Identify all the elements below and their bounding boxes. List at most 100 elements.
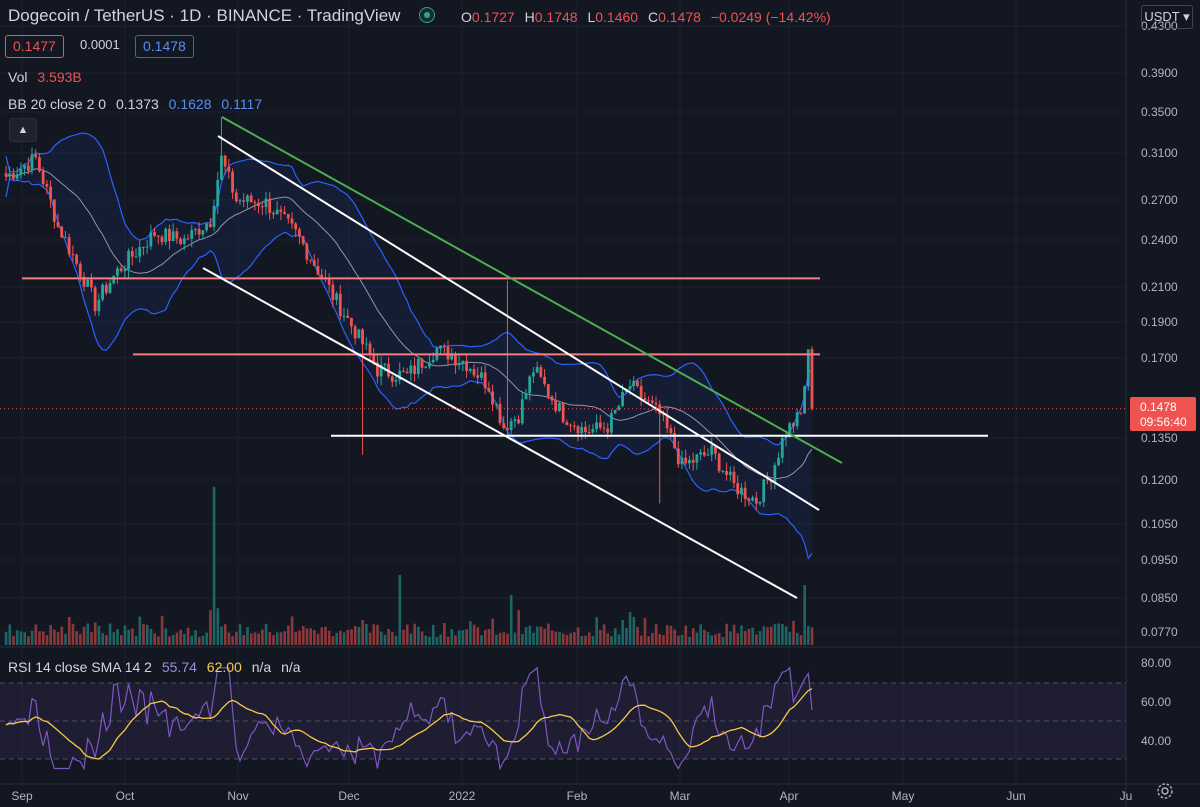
candle-body	[75, 254, 78, 264]
volume-bar	[168, 636, 171, 645]
volume-bar	[721, 636, 725, 645]
candle-body	[513, 419, 517, 422]
volume-bar	[216, 608, 220, 645]
rsi-legend[interactable]: RSI 14 close SMA 14 2 55.74 62.00 n/a n/…	[8, 659, 301, 675]
volume-bar	[487, 628, 491, 645]
channel-upper-line	[217, 135, 820, 511]
volume-bar	[342, 632, 346, 645]
current-price-tag	[1130, 397, 1196, 431]
candle-body	[524, 393, 528, 400]
candle-body	[632, 380, 636, 387]
symbol-title[interactable]: Dogecoin / TetherUS · 1D · BINANCE · Tra…	[8, 6, 441, 26]
candle-body	[331, 284, 335, 300]
volume-bar	[257, 633, 260, 645]
candle-body	[751, 497, 754, 501]
candle-body	[465, 360, 468, 371]
volume-bar	[628, 612, 632, 645]
candle-body	[476, 375, 480, 378]
candle-body	[595, 422, 598, 429]
volume-bar	[428, 636, 431, 645]
volume-bar	[665, 625, 669, 645]
candle-body	[201, 230, 205, 235]
currency-selector[interactable]: USDT ▾	[1141, 5, 1193, 29]
candle-body	[171, 231, 175, 242]
rsi-tick-label: 40.00	[1141, 734, 1171, 748]
buy-price-button[interactable]: 0.1478	[135, 35, 194, 58]
volume-bar	[636, 627, 639, 645]
candle-body	[283, 211, 286, 214]
volume-bar	[654, 624, 658, 645]
candle-body	[754, 497, 758, 504]
open-value: 0.1727	[471, 9, 515, 25]
volume-bar	[446, 636, 450, 645]
bb-legend[interactable]: BB 20 close 2 0 0.1373 0.1628 0.1117	[8, 96, 263, 112]
volume-legend[interactable]: Vol 3.593B	[8, 69, 82, 85]
candle-body	[130, 250, 134, 257]
volume-bar	[75, 631, 78, 645]
volume-bar	[495, 634, 498, 645]
volume-bar	[777, 623, 780, 645]
candle-body	[335, 293, 338, 300]
volume-bar	[595, 617, 598, 645]
candle-body	[721, 471, 725, 473]
candle-body	[665, 414, 669, 429]
volume-bar	[599, 629, 602, 645]
candle-body	[405, 371, 409, 374]
candle-body	[34, 154, 38, 158]
volume-bar	[450, 629, 454, 645]
high-value: 0.1748	[534, 9, 578, 25]
candle-body	[598, 422, 602, 428]
candle-body	[320, 274, 324, 278]
volume-bar	[554, 631, 558, 645]
volume-bar	[480, 635, 483, 645]
volume-bar	[584, 635, 587, 645]
volume-bar	[524, 627, 528, 645]
candlestick-series	[4, 117, 814, 511]
volume-bar	[521, 634, 524, 645]
time-tick-label: Oct	[116, 789, 135, 803]
candle-body	[803, 386, 806, 414]
candle-body	[732, 471, 736, 484]
volume-bar	[736, 633, 740, 645]
candle-body	[364, 343, 368, 345]
volume-bar	[339, 630, 342, 645]
candle-body	[602, 427, 606, 429]
volume-bar	[134, 635, 138, 645]
candle-body	[272, 213, 275, 215]
candle-body	[431, 359, 435, 363]
gear-icon[interactable]	[1156, 782, 1174, 800]
time-tick-label: Mar	[670, 789, 691, 803]
candle-body	[305, 243, 309, 260]
volume-bar	[725, 623, 728, 645]
candle-body	[357, 329, 361, 339]
sell-price-button[interactable]: 0.1477	[5, 35, 64, 58]
volume-bar	[706, 632, 710, 645]
volume-bar	[97, 625, 101, 645]
time-tick-label: Jun	[1006, 789, 1025, 803]
collapse-legend-button[interactable]: ▲	[9, 118, 37, 142]
volume-bar	[197, 636, 201, 645]
time-tick-label: Sep	[11, 789, 33, 803]
candle-body	[647, 400, 650, 402]
volume-bar	[688, 636, 691, 645]
volume-bar	[138, 616, 142, 645]
candle-body	[454, 355, 457, 366]
bb-basis-value: 0.1373	[115, 96, 159, 112]
volume-bar	[766, 627, 769, 645]
volume-bar	[792, 620, 795, 645]
price-tick-label: 0.1700	[1141, 351, 1178, 365]
candle-body	[168, 228, 171, 242]
volume-bar	[19, 631, 23, 645]
volume-bar	[112, 632, 116, 645]
candle-body	[806, 349, 810, 387]
volume-bar	[405, 624, 409, 645]
volume-bar	[30, 630, 34, 645]
volume-bar	[287, 625, 290, 645]
candle-body	[416, 358, 420, 374]
candle-body	[149, 232, 153, 247]
candle-body	[439, 345, 442, 349]
bb-upper-line	[5, 132, 813, 446]
candle-body	[714, 445, 717, 454]
